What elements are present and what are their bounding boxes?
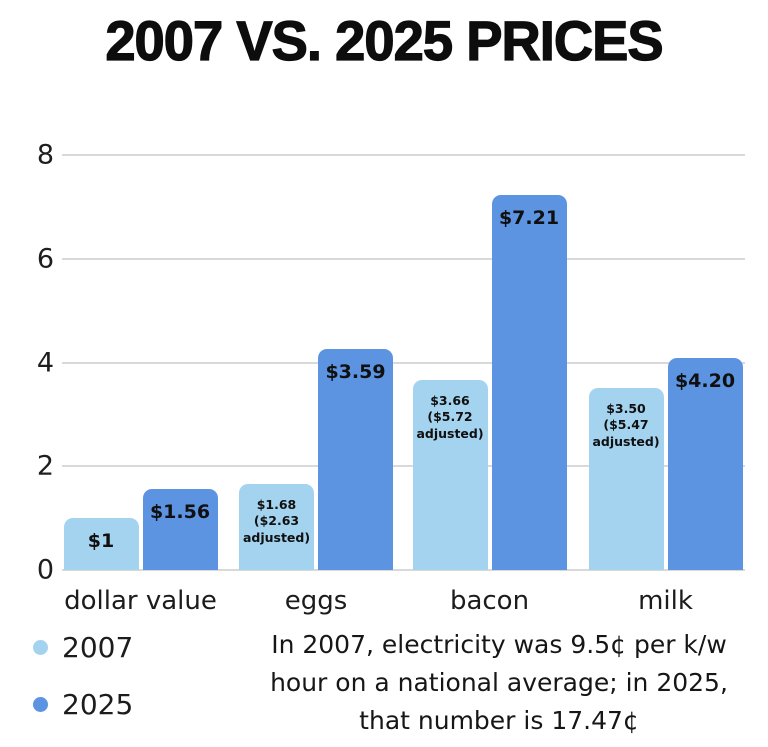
bar-value-label: $3.66 ($5.72 adjusted) (416, 392, 484, 441)
bar-2007-dollar-value: $1 (63, 518, 139, 570)
x-axis-label-milk: milk (638, 586, 693, 616)
gridline-6 (62, 257, 745, 260)
legend-label: 2025 (62, 688, 134, 721)
electricity-footnote: In 2007, electricity was 9.5¢ per k/w ho… (226, 626, 768, 740)
chart-title: 2007 VS. 2025 PRICES (105, 8, 665, 72)
bar-2007-bacon: $3.66 ($5.72 adjusted) (412, 379, 488, 570)
y-tick-label-2: 2 (36, 450, 54, 482)
bar-2025-dollar-value: $1.56 (142, 489, 218, 570)
bar-value-label: $3.59 (325, 361, 386, 384)
plot-area: $1 $1.56 dollar value $1.68 ($2.63 adjusted… (62, 154, 745, 616)
y-axis: 0 2 4 6 8 (14, 140, 54, 586)
y-tick-label-6: 6 (36, 243, 54, 275)
legend: 2007 2025 (33, 631, 133, 745)
x-axis-label-dollar-value: dollar value (64, 586, 217, 616)
bar-2025-bacon: $7.21 (491, 195, 567, 570)
bar-value-label: $1 (87, 530, 115, 553)
bar-value-label: $7.21 (498, 207, 560, 230)
gridline-0 (62, 569, 745, 571)
gridline-4 (62, 361, 745, 364)
gridline-2 (62, 465, 745, 468)
bar-value-label: $4.20 (674, 370, 736, 393)
y-tick-label-8: 8 (36, 139, 54, 171)
legend-dot (33, 697, 48, 712)
footnote-line: hour on a national average; in 2025, (270, 668, 728, 697)
bar-2025-eggs: $3.59 (318, 349, 393, 570)
bar-2007-eggs: $1.68 ($2.63 adjusted) (239, 483, 314, 570)
y-tick-label-0: 0 (36, 554, 54, 586)
bar-value-label: $3.50 ($5.47 adjusted) (592, 400, 660, 449)
x-axis-label-eggs: eggs (284, 586, 348, 616)
y-tick-label-4: 4 (36, 347, 54, 378)
bar-2025-milk: $4.20 (667, 358, 743, 570)
bar-2007-milk: $3.50 ($5.47 adjusted) (588, 387, 664, 570)
legend-item-2007: 2007 (33, 631, 133, 664)
legend-item-2025: 2025 (33, 688, 133, 721)
legend-label: 2007 (62, 631, 134, 664)
x-axis-label-bacon: bacon (449, 586, 530, 616)
bar-value-label: $1.68 ($2.63 adjusted) (242, 496, 311, 545)
bar-value-label: $1.56 (149, 501, 211, 524)
footnote-line: that number is 17.47¢ (359, 706, 639, 735)
gridline-8 (62, 154, 745, 156)
legend-dot (33, 640, 48, 655)
footnote-line: In 2007, electricity was 9.5¢ per k/w (271, 630, 727, 659)
